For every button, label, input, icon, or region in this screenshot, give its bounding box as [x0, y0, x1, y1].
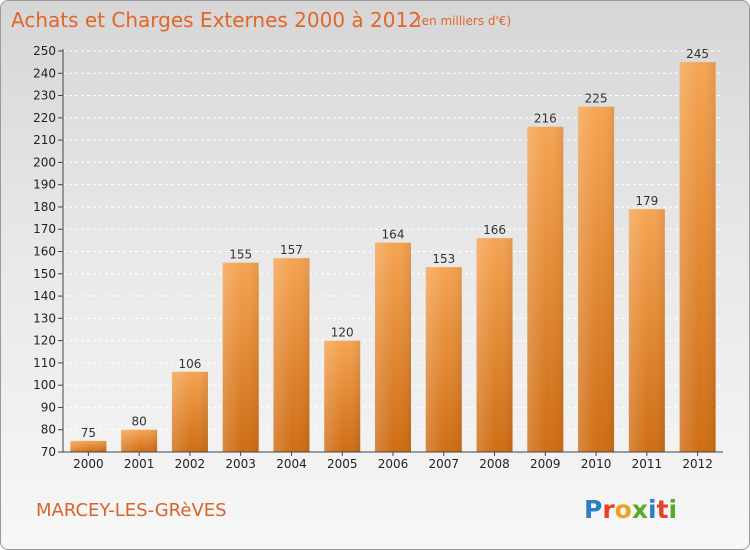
bar-highlight — [578, 106, 615, 452]
bar-highlight — [628, 209, 665, 452]
y-tick-label: 250 — [33, 44, 56, 58]
y-tick-label: 70 — [41, 445, 56, 459]
bar-highlight — [679, 62, 716, 453]
x-tick-label: 2005 — [327, 457, 358, 471]
data-label: 120 — [331, 326, 354, 340]
data-label: 153 — [432, 252, 455, 266]
x-tick-label: 2001 — [124, 457, 155, 471]
data-label: 157 — [280, 243, 303, 257]
y-tick-label: 200 — [33, 155, 56, 169]
chart-subtitle: (en milliers d'€) — [417, 14, 511, 28]
bar-highlight — [375, 242, 411, 452]
y-tick-label: 100 — [33, 378, 56, 392]
y-tick-label: 220 — [33, 111, 56, 125]
data-label: 225 — [585, 92, 608, 106]
x-tick-label: 2002 — [175, 457, 206, 471]
x-tick-label: 2004 — [276, 457, 307, 471]
x-tick-label: 2008 — [479, 457, 510, 471]
x-tick-label: 2012 — [682, 457, 713, 471]
data-label: 245 — [686, 47, 709, 61]
y-tick-label: 240 — [33, 66, 56, 80]
bar-highlight — [222, 262, 259, 452]
x-tick-label: 2011 — [632, 457, 663, 471]
y-tick-label: 150 — [33, 267, 56, 281]
data-label: 164 — [382, 228, 405, 242]
y-tick-label: 160 — [33, 245, 56, 259]
data-label: 75 — [81, 426, 96, 440]
y-tick-label: 190 — [33, 178, 56, 192]
commune-name: MARCEY-LES-GRèVES — [36, 500, 227, 521]
proxiti-logo: Proxiti — [584, 495, 677, 524]
bar-highlight — [171, 371, 208, 452]
y-tick-label: 230 — [33, 89, 56, 103]
data-label: 216 — [534, 112, 557, 126]
bar-highlight — [70, 440, 107, 452]
y-tick-label: 170 — [33, 222, 56, 236]
bar-highlight — [121, 429, 158, 452]
bar-highlight — [527, 126, 564, 452]
data-label: 155 — [229, 248, 252, 262]
x-tick-label: 2007 — [428, 457, 459, 471]
y-axis: 70 80 90 100 110 120 130 140 150 160 170 180 190 200 2… — [33, 44, 64, 459]
bar-series: 75 80 106 155 157 120 164 153 166 216 225 179 245 — [70, 47, 716, 453]
y-tick-label: 80 — [41, 423, 56, 437]
x-axis: 2000 2001 2002 2003 2004 2005 2006 2007 2008 2009… — [63, 451, 723, 471]
data-label: 179 — [635, 194, 658, 208]
bar-highlight — [476, 238, 513, 452]
y-tick-label: 140 — [33, 289, 56, 303]
y-tick-label: 210 — [33, 133, 56, 147]
y-tick-label: 120 — [33, 334, 56, 348]
chart-title: Achats et Charges Externes 2000 à 2012 — [11, 8, 421, 32]
bar-highlight — [425, 267, 462, 452]
data-label: 166 — [483, 223, 506, 237]
data-label: 106 — [178, 357, 201, 371]
x-tick-label: 2003 — [225, 457, 256, 471]
y-tick-label: 180 — [33, 200, 56, 214]
y-tick-label: 90 — [41, 400, 56, 414]
bar-highlight — [324, 340, 361, 452]
data-label: 80 — [132, 415, 147, 429]
bar-highlight — [273, 258, 310, 452]
x-tick-label: 2009 — [530, 457, 561, 471]
x-tick-label: 2006 — [378, 457, 409, 471]
x-tick-label: 2000 — [73, 457, 104, 471]
y-tick-label: 110 — [33, 356, 56, 370]
y-tick-label: 130 — [33, 311, 56, 325]
x-tick-label: 2010 — [581, 457, 612, 471]
